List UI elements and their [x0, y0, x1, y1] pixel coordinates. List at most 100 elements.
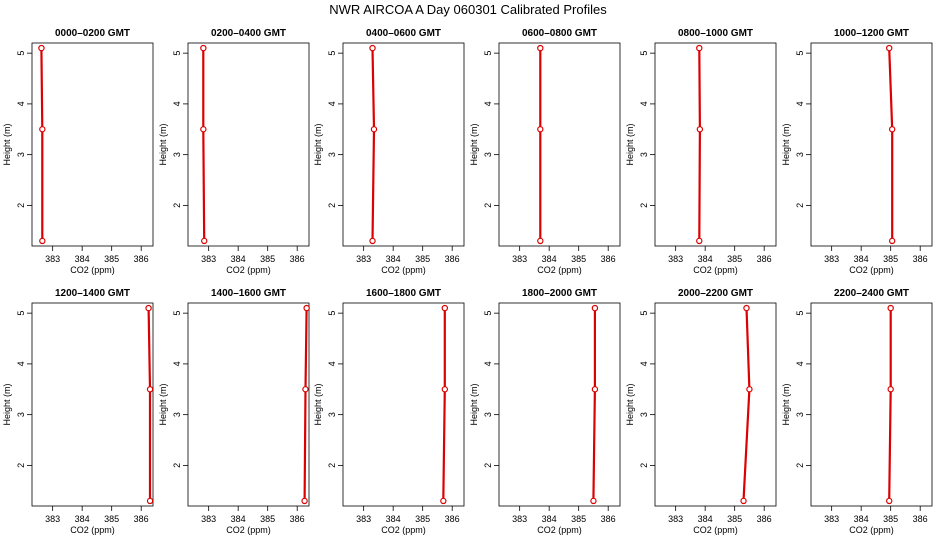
x-axis-label: CO2 (ppm): [70, 525, 115, 535]
data-point: [303, 304, 310, 312]
x-tick-label: 384: [542, 514, 557, 524]
panel-10: 1800–2000 GMT 383 384 385 386 2 3 4 5 CO2 (ppm) He…: [469, 288, 621, 535]
data-point: [146, 386, 154, 393]
data-point: [39, 237, 46, 245]
x-tick-label: 383: [356, 514, 371, 524]
x-tick-label: 386: [757, 254, 772, 264]
x-tick-label: 385: [415, 514, 430, 524]
data-point: [369, 44, 376, 52]
y-axis-label: Height (m): [2, 123, 12, 165]
panel-title: 1200–1400 GMT: [55, 288, 130, 299]
y-tick-label: 2: [172, 463, 182, 468]
profile-line: [202, 48, 206, 241]
x-tick-label: 385: [571, 514, 586, 524]
y-tick-label: 2: [327, 463, 337, 468]
panel-title: 1000–1200 GMT: [834, 28, 909, 39]
x-tick-label: 384: [854, 254, 869, 264]
data-point: [537, 44, 544, 52]
profile-line: [371, 48, 376, 241]
y-tick-label: 3: [795, 152, 805, 157]
x-tick-label: 384: [75, 514, 90, 524]
data-point: [696, 44, 703, 52]
y-tick-label: 3: [16, 152, 26, 157]
plot-frame: [342, 42, 465, 247]
data-point: [888, 126, 896, 133]
x-axis-label: CO2 (ppm): [693, 265, 738, 275]
panel-title: 1600–1800 GMT: [366, 288, 441, 299]
x-tick-label: 383: [668, 254, 683, 264]
x-axis-label: CO2 (ppm): [849, 525, 894, 535]
data-point: [886, 44, 893, 52]
y-tick-label: 3: [483, 152, 493, 157]
y-tick-label: 5: [483, 311, 493, 316]
panel-7: 1200–1400 GMT 383 384 385 386 2 3 4 5 CO2 (ppm) He…: [2, 288, 154, 535]
x-tick-label: 385: [571, 254, 586, 264]
panel-11: 2000–2200 GMT 383 384 385 386 2 3 4 5 CO2 (ppm) He…: [625, 288, 777, 535]
y-tick-label: 4: [795, 101, 805, 106]
data-point: [146, 497, 154, 505]
profile-line: [303, 308, 308, 501]
x-tick-label: 383: [824, 254, 839, 264]
y-tick-label: 3: [483, 412, 493, 417]
y-tick-label: 2: [483, 463, 493, 468]
data-point: [887, 304, 894, 312]
x-tick-label: 386: [134, 254, 149, 264]
y-tick-label: 4: [639, 361, 649, 366]
panel-title: 2200–2400 GMT: [834, 288, 909, 299]
panel-title: 0600–0800 GMT: [522, 28, 597, 39]
y-tick-label: 2: [172, 203, 182, 208]
y-tick-label: 4: [172, 101, 182, 106]
x-tick-label: 386: [134, 514, 149, 524]
panel-1: 0000–0200 GMT 383 384 385 386 2 3 4 5 CO2 (ppm) He…: [2, 28, 154, 275]
x-tick-label: 385: [727, 514, 742, 524]
x-axis-label: CO2 (ppm): [849, 265, 894, 275]
y-tick-label: 3: [172, 412, 182, 417]
profile-line: [40, 48, 44, 241]
y-axis-label: Height (m): [781, 123, 791, 165]
data-point: [743, 304, 750, 312]
data-point: [696, 237, 703, 245]
data-point: [888, 237, 896, 245]
y-tick-label: 3: [639, 152, 649, 157]
y-tick-label: 5: [16, 311, 26, 316]
y-tick-label: 3: [795, 412, 805, 417]
data-point: [369, 237, 376, 245]
plot-frame: [810, 302, 933, 507]
plot-frame: [31, 302, 154, 507]
profile-line: [698, 48, 702, 241]
y-axis-label: Height (m): [625, 123, 635, 165]
data-point: [591, 304, 599, 312]
x-tick-label: 386: [913, 514, 928, 524]
y-tick-label: 2: [16, 463, 26, 468]
y-tick-label: 4: [483, 101, 493, 106]
panel-9: 1600–1800 GMT 383 384 385 386 2 3 4 5 CO2 (ppm) He…: [313, 288, 465, 535]
data-point: [696, 126, 704, 133]
plot-frame: [342, 302, 465, 507]
panel-title: 0000–0200 GMT: [55, 28, 130, 39]
panel-2: 0200–0400 GMT 383 384 385 386 2 3 4 5 CO2 (ppm) He…: [158, 28, 310, 275]
data-point: [590, 497, 597, 505]
x-tick-label: 385: [260, 514, 275, 524]
panel-title: 2000–2200 GMT: [678, 288, 753, 299]
y-tick-label: 5: [327, 311, 337, 316]
panel-12: 2200–2400 GMT 383 384 385 386 2 3 4 5 CO2 (ppm) He…: [781, 288, 933, 535]
y-tick-label: 2: [795, 203, 805, 208]
data-point: [740, 497, 747, 505]
plot-frame: [31, 42, 154, 247]
x-tick-label: 383: [356, 254, 371, 264]
data-point: [537, 126, 544, 133]
x-tick-label: 386: [601, 254, 616, 264]
panels-grid: 0000–0200 GMT 383 384 385 386 2 3 4 5 CO2 (ppm) He…: [2, 28, 933, 535]
y-axis-label: Height (m): [2, 383, 12, 425]
x-tick-label: 385: [415, 254, 430, 264]
y-tick-label: 5: [795, 51, 805, 56]
x-tick-label: 385: [104, 514, 119, 524]
profile-line: [442, 308, 446, 501]
x-tick-label: 384: [231, 514, 246, 524]
y-tick-label: 5: [483, 51, 493, 56]
data-point: [302, 386, 309, 393]
data-point: [591, 386, 599, 393]
data-point: [441, 304, 449, 312]
x-tick-label: 383: [45, 514, 60, 524]
y-axis-label: Height (m): [781, 383, 791, 425]
